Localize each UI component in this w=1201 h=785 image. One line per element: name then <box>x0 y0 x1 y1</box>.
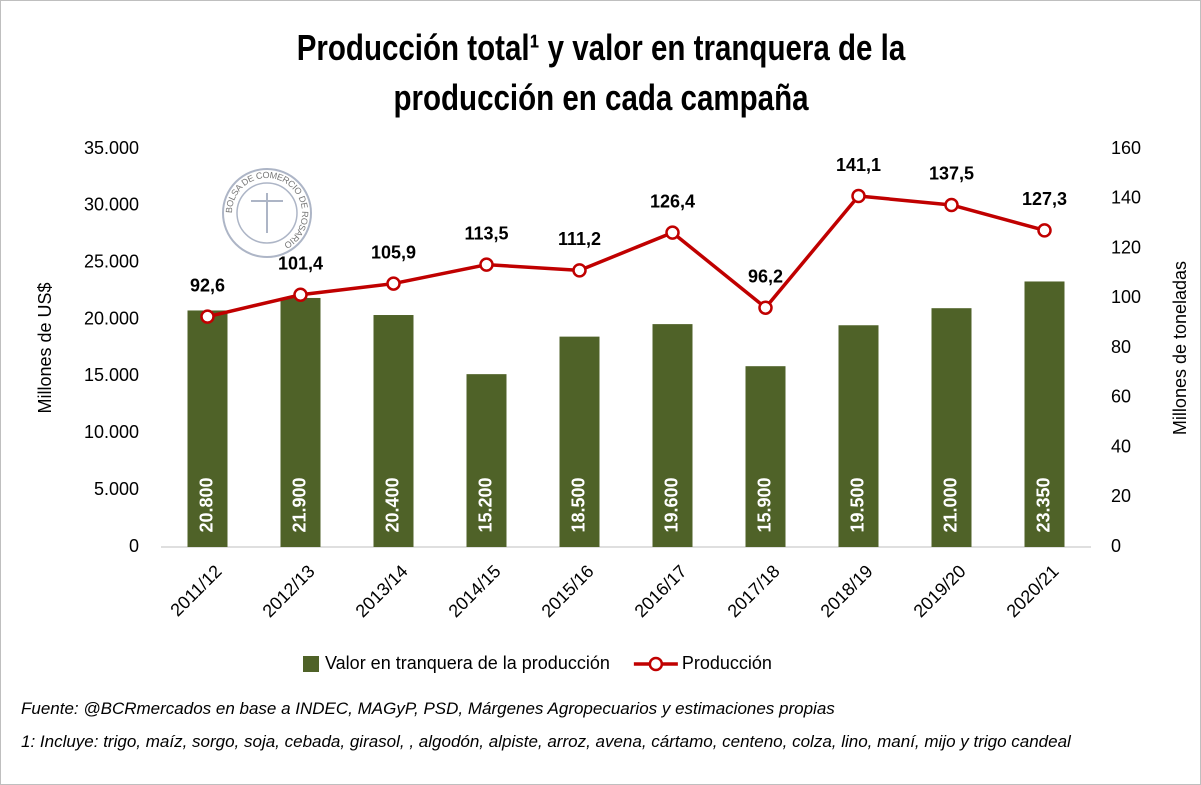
legend-marker <box>648 656 664 672</box>
x-tick-label: 2020/21 <box>1003 561 1063 621</box>
x-tick-label: 2017/18 <box>724 561 784 621</box>
bar-value-label: 20.800 <box>196 477 216 532</box>
y-tick-label: 10.000 <box>84 422 139 442</box>
legend-label: Producción <box>682 653 772 673</box>
y2-axis-title: Millones de toneladas <box>1170 261 1190 435</box>
x-tick-label: 2013/14 <box>352 561 412 621</box>
bar <box>931 308 972 547</box>
bar <box>652 324 693 547</box>
line-value-label: 96,2 <box>748 266 783 286</box>
bar-value-label: 23.350 <box>1033 477 1053 532</box>
line-marker <box>944 197 959 213</box>
line-marker <box>572 263 587 278</box>
line-value-label: 92,6 <box>190 275 225 295</box>
line-value-label: 105,9 <box>371 242 416 262</box>
y2-tick-label: 120 <box>1111 237 1141 257</box>
line-marker <box>1037 223 1052 238</box>
line-marker <box>851 188 866 204</box>
line-value-label: 127,3 <box>1022 189 1067 209</box>
x-tick-label: 2016/17 <box>631 561 691 621</box>
bar <box>280 297 321 547</box>
x-tick-label: 2014/15 <box>445 561 505 621</box>
bar <box>187 310 228 547</box>
bar <box>373 315 414 547</box>
chart: BOLSA DE COMERCIO DE ROSARIO Millones de… <box>35 138 1190 673</box>
line-marker <box>479 257 494 272</box>
bar-value-label: 20.400 <box>382 477 402 532</box>
bar-value-label: 19.600 <box>661 477 681 532</box>
y2-tick-label: 20 <box>1111 486 1131 506</box>
line-marker <box>386 276 401 291</box>
logo-ring <box>236 182 298 244</box>
bar <box>1024 281 1065 547</box>
chart-title: Producción total¹ y valor en tranquera d… <box>296 27 906 118</box>
y2-tick-label: 0 <box>1111 536 1121 556</box>
legend-label: Valor en tranquera de la producción <box>325 653 610 673</box>
x-tick-label: 2011/12 <box>166 561 225 620</box>
line <box>207 194 1045 319</box>
bar <box>745 366 786 547</box>
y-tick-label: 15.000 <box>84 365 139 385</box>
line-value-label: 111,2 <box>558 229 601 249</box>
line-marker <box>200 309 215 324</box>
bar-value-label: 15.200 <box>475 477 495 532</box>
bar-value-label: 18.500 <box>568 477 588 532</box>
x-tick-label: 2012/13 <box>259 561 319 621</box>
line-value-label: 126,4 <box>650 191 695 211</box>
y-tick-label: 20.000 <box>84 308 139 328</box>
line-value-label: 137,5 <box>929 164 974 184</box>
y2-tick-label: 100 <box>1111 287 1141 307</box>
source-note: Fuente: @BCRmercados en base a INDEC, MA… <box>21 699 835 718</box>
y2-tick-label: 160 <box>1111 138 1141 158</box>
y-tick-label: 25.000 <box>84 251 139 271</box>
y2-tick-label: 80 <box>1111 337 1131 357</box>
line-marker <box>758 300 773 315</box>
y-tick-label: 35.000 <box>84 138 139 158</box>
line-marker <box>665 225 680 240</box>
bar-value-label: 21.900 <box>289 477 309 532</box>
y-tick-label: 0 <box>129 536 139 556</box>
y2-tick-label: 60 <box>1111 387 1131 407</box>
legend-swatch <box>303 656 319 672</box>
bar <box>838 325 879 547</box>
logo: BOLSA DE COMERCIO DE ROSARIO <box>222 168 312 258</box>
footnote: 1: Incluye: trigo, maíz, sorgo, soja, ce… <box>21 732 1071 751</box>
x-tick-label: 2015/16 <box>538 561 598 621</box>
line-marker <box>293 287 308 303</box>
y2-tick-label: 140 <box>1111 188 1141 208</box>
y-tick-label: 30.000 <box>84 195 139 215</box>
line-value-label: 101,4 <box>278 254 323 274</box>
y-axis-title: Millones de US$ <box>35 282 55 413</box>
bar <box>466 374 507 547</box>
line-value-label: 113,5 <box>464 223 508 243</box>
logo-ring <box>222 168 312 258</box>
y-tick-label: 5.000 <box>94 479 139 499</box>
bar-value-label: 15.900 <box>754 477 774 532</box>
line-value-label: 141,1 <box>836 155 881 175</box>
y2-tick-label: 40 <box>1111 436 1131 456</box>
bar-value-label: 21.000 <box>940 477 960 532</box>
x-tick-label: 2018/19 <box>817 561 877 621</box>
x-tick-label: 2019/20 <box>910 561 970 621</box>
bar <box>559 336 600 547</box>
bar-value-label: 19.500 <box>847 477 867 532</box>
